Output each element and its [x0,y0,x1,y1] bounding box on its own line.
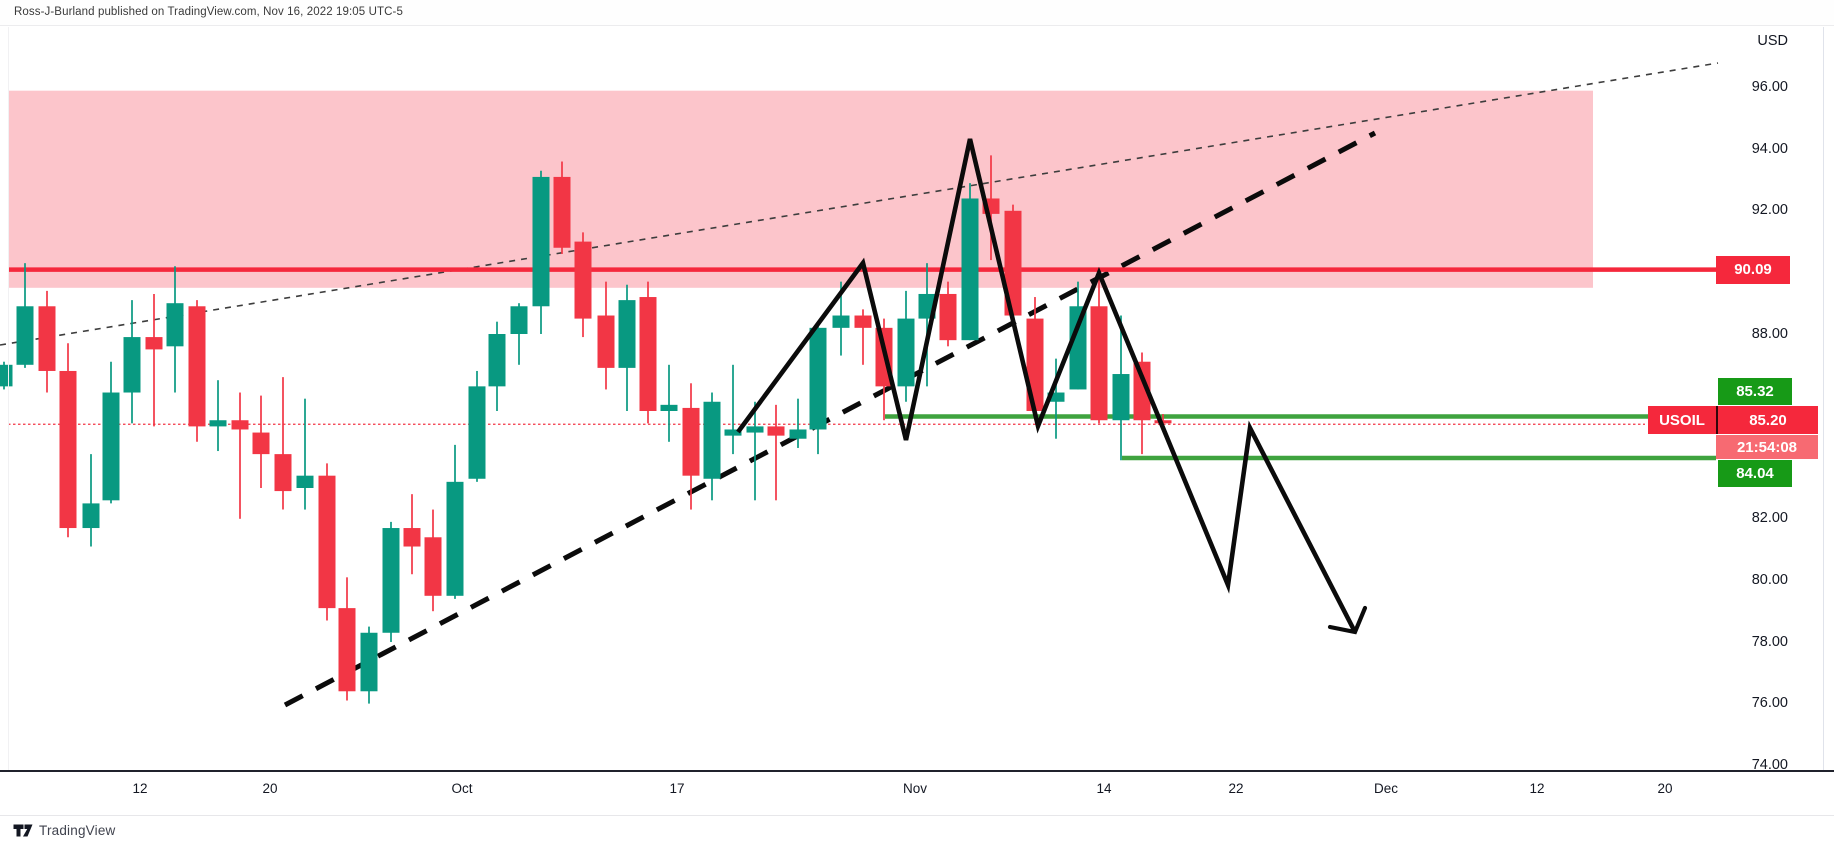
candle-down [38,306,56,371]
date-tick-label: 12 [132,781,148,796]
candle-up [618,300,636,368]
date-tick-label: 17 [669,781,685,796]
price-tick-label: 78.00 [1751,633,1788,650]
price-tick-label: 92.00 [1751,202,1788,219]
candle-up [1047,392,1065,402]
candle-down [767,426,785,436]
candle-up [123,337,141,393]
candle-up [897,318,915,387]
candle-up [703,401,721,479]
plot-left-border [8,27,9,771]
supply-zone [9,90,1593,288]
candle-up [488,334,506,387]
resistance-price-value: 90.09 [1734,261,1772,279]
footer-bar: TradingView [0,815,1834,850]
support-low-price-value: 84.04 [1736,465,1774,483]
candle-down [574,241,592,319]
projection-arrowhead-icon [1327,605,1368,635]
ascending-dashed-trendline [283,130,1377,708]
candle-down [424,537,442,596]
tradingview-brand-text: TradingView [39,823,116,838]
last-price-badge: USOIL 85.20 [1648,406,1818,435]
candle-up [382,528,400,633]
price-tick-label: 94.00 [1751,140,1788,157]
time-axis-line [0,770,1834,772]
date-tick-label: Oct [451,781,473,796]
candle-down [1090,306,1108,421]
date-tick-label: 22 [1228,781,1244,796]
candle-up [360,632,378,692]
date-tick-label: Dec [1373,781,1399,796]
candle-down [854,315,872,328]
symbol-label: USOIL [1648,406,1718,435]
date-tick-label: 20 [1657,781,1673,796]
candle-down [274,454,292,492]
price-tick-label: 88.00 [1751,325,1788,342]
support-high-price-badge: 85.32 [1718,378,1792,406]
currency-label: USD [1757,33,1788,49]
candle-down [231,420,249,430]
price-tick-label: 80.00 [1751,571,1788,588]
minor-dashed-trendline [0,62,1719,346]
candle-up [809,327,827,430]
price-path-projection [736,138,1358,634]
candle-up [296,475,314,488]
price-tick-label: 82.00 [1751,510,1788,527]
candle-down [59,370,77,529]
support-high-price-value: 85.32 [1736,383,1774,401]
date-tick-label: 14 [1096,781,1112,796]
candle-up [1112,374,1130,421]
candle-up [1069,306,1087,390]
candle-down [1004,210,1022,316]
plot-right-border [1823,27,1824,771]
candle-up [724,429,742,436]
candle-up [102,392,120,501]
candle-up [832,315,850,328]
candle-up [789,429,807,439]
date-tick-label: 20 [262,781,278,796]
candle-down [318,475,336,609]
candle-up [746,426,764,433]
candle-up [0,364,13,387]
candle-up [961,198,979,341]
candle-up [166,303,184,347]
support-low-price-badge: 84.04 [1718,460,1792,488]
date-tick-label: Nov [902,781,928,796]
candle-up [510,306,528,334]
price-tick-label: 96.00 [1751,79,1788,96]
attribution-bar: Ross-J-Burland published on TradingView.… [0,0,1834,26]
price-tick-label: 74.00 [1751,756,1788,773]
candle-down [682,407,700,476]
candle-down [338,608,356,692]
candle-down [597,315,615,368]
tradingview-brand-link[interactable]: TradingView [13,823,116,838]
candle-down [939,293,957,341]
candle-down [403,528,421,547]
countdown-badge: 21:54:08 [1716,435,1818,460]
candle-up [16,306,34,365]
last-price-value: 85.20 [1718,406,1818,435]
resistance-price-badge: 90.09 [1716,255,1790,284]
candle-up [209,420,227,427]
date-tick-label: 12 [1529,781,1545,796]
candle-up [82,503,100,529]
candle-down [1133,361,1151,421]
candle-down [553,176,571,248]
candle-down [252,432,270,455]
candle-up [468,386,486,479]
attribution-text: Ross-J-Burland published on TradingView.… [14,6,403,18]
candle-down [188,306,206,427]
candle-down [145,337,163,350]
tradingview-logo-icon [13,824,33,837]
candle-down [639,297,657,411]
candle-up [532,176,550,307]
candle-up [446,481,464,596]
price-tick-label: 76.00 [1751,695,1788,712]
candle-up [660,404,678,411]
